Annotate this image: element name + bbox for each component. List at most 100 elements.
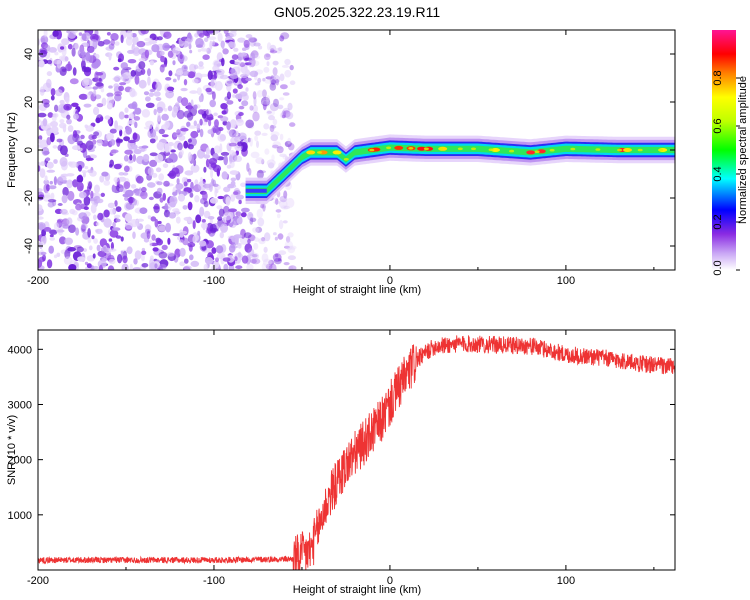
noise-blob xyxy=(264,148,270,155)
noise-blob xyxy=(178,239,184,243)
noise-blob xyxy=(90,197,99,205)
noise-blob xyxy=(145,96,151,102)
noise-blob xyxy=(226,91,232,100)
colorbar-tick-label: 0.0 xyxy=(712,260,724,275)
noise-blob xyxy=(148,92,154,97)
noise-blob xyxy=(215,30,220,34)
noise-blob xyxy=(158,264,167,270)
noise-blob xyxy=(176,178,180,185)
noise-blob xyxy=(227,183,237,189)
noise-blob xyxy=(149,262,157,270)
noise-blob xyxy=(114,41,120,46)
noise-blob xyxy=(95,117,101,124)
noise-blob xyxy=(245,87,249,92)
x-tick-label: 100 xyxy=(557,575,575,587)
noise-blob xyxy=(223,30,229,35)
noise-blob xyxy=(96,103,104,108)
noise-blob xyxy=(159,197,164,203)
x-tick-label: 0 xyxy=(387,275,393,287)
noise-blob xyxy=(140,191,148,200)
noise-blob xyxy=(125,36,133,46)
noise-blob xyxy=(282,92,290,96)
track-speckle xyxy=(570,147,576,151)
noise-blob xyxy=(63,256,73,265)
noise-blob xyxy=(272,67,278,76)
noise-blob xyxy=(279,133,284,141)
noise-blob xyxy=(48,185,57,190)
noise-blob xyxy=(81,170,88,174)
noise-blob xyxy=(220,151,230,156)
colorbar-tick-label: 0.8 xyxy=(712,70,724,85)
noise-blob xyxy=(187,102,192,112)
noise-blob xyxy=(249,137,253,147)
noise-blob xyxy=(261,253,269,263)
noise-blob xyxy=(178,193,185,202)
noise-blob xyxy=(287,246,296,254)
noise-blob xyxy=(81,33,87,41)
noise-blob xyxy=(163,31,172,39)
noise-blob xyxy=(141,263,149,268)
noise-blob xyxy=(55,89,63,97)
noise-blob xyxy=(216,205,223,210)
noise-blob xyxy=(145,102,155,109)
noise-blob xyxy=(274,236,278,241)
noise-blob xyxy=(147,215,152,220)
noise-blob xyxy=(184,258,189,264)
noise-blob xyxy=(81,65,87,72)
noise-blob xyxy=(92,86,98,90)
noise-blob xyxy=(262,100,267,111)
noise-blob xyxy=(209,99,216,108)
noise-blob xyxy=(123,165,130,173)
x-tick-label: -100 xyxy=(203,275,225,287)
noise-blob xyxy=(153,91,161,97)
noise-blob xyxy=(76,175,84,183)
noise-blob xyxy=(182,237,189,246)
noise-blob xyxy=(59,145,68,156)
noise-blob xyxy=(59,122,67,129)
noise-blob xyxy=(187,151,192,162)
noise-blob xyxy=(192,78,199,84)
noise-blob xyxy=(228,142,237,147)
noise-blob xyxy=(197,181,207,191)
noise-blob xyxy=(114,75,122,81)
noise-blob xyxy=(254,130,262,136)
noise-blob xyxy=(133,148,142,155)
noise-blob xyxy=(230,194,236,202)
noise-blob xyxy=(80,52,87,56)
spectrogram-y-ticks: -40 -20 0 20 40 xyxy=(23,48,675,254)
noise-blob xyxy=(281,114,286,119)
noise-blob xyxy=(113,66,120,71)
noise-blob xyxy=(43,102,50,108)
y-tick-label: 20 xyxy=(23,96,35,108)
noise-blob xyxy=(53,222,60,231)
noise-blob xyxy=(93,106,100,116)
noise-blob xyxy=(263,53,271,61)
noise-blob xyxy=(280,84,288,90)
noise-blob xyxy=(146,230,151,240)
noise-blob xyxy=(220,74,229,80)
noise-blob xyxy=(239,62,246,68)
noise-blob xyxy=(235,265,243,270)
noise-blob xyxy=(268,115,275,121)
noise-blob xyxy=(179,261,186,267)
noise-blob xyxy=(164,120,170,129)
noise-blob xyxy=(104,115,111,120)
noise-blob xyxy=(277,104,284,110)
noise-blob xyxy=(284,240,294,251)
noise-blob xyxy=(279,35,285,42)
noise-blob xyxy=(113,176,119,183)
noise-blob xyxy=(252,111,260,122)
noise-blob xyxy=(221,110,227,115)
track-hotspot xyxy=(394,145,404,150)
noise-blob xyxy=(223,186,231,193)
noise-blob xyxy=(147,76,151,86)
noise-blob xyxy=(276,213,281,219)
track-speckle xyxy=(637,148,643,152)
noise-blob xyxy=(175,216,181,224)
noise-blob xyxy=(84,261,89,265)
noise-blob xyxy=(172,106,179,115)
noise-blob xyxy=(66,179,73,189)
noise-blob xyxy=(160,64,167,68)
noise-blob xyxy=(222,120,228,126)
noise-blob xyxy=(261,132,268,136)
